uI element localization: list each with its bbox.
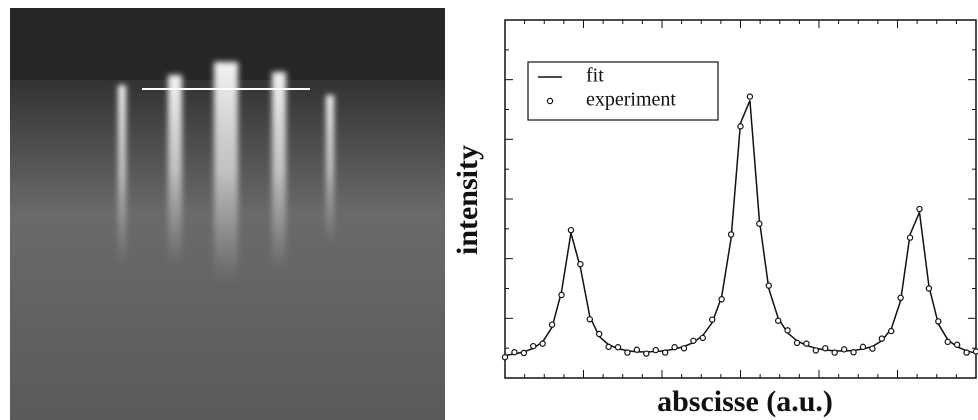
y-axis-label: intensity: [451, 145, 484, 255]
legend-label: experiment: [586, 89, 676, 111]
data-point: [709, 316, 716, 323]
data-point: [624, 349, 631, 356]
data-point: [774, 317, 782, 324]
data-point: [718, 296, 725, 303]
data-point: [501, 354, 509, 361]
data-point: [511, 349, 518, 356]
data-point: [661, 349, 669, 356]
data-point: [953, 341, 961, 348]
legend-box: [527, 61, 719, 121]
data-point: [577, 260, 584, 268]
data-point: [859, 343, 867, 351]
data-point: [869, 345, 876, 352]
data-point: [614, 344, 622, 351]
data-point: [925, 285, 933, 292]
data-point: [520, 349, 528, 357]
data-point: [690, 337, 697, 344]
data-point: [793, 339, 801, 347]
legend-label: fit: [586, 65, 604, 87]
data-point: [784, 327, 791, 334]
data-point: [812, 347, 820, 354]
data-point: [963, 349, 970, 356]
data-point: [756, 220, 763, 227]
data-point: [888, 327, 895, 335]
fit-line: [504, 100, 977, 357]
legend-symbol: [546, 97, 554, 105]
data-point: [944, 338, 951, 346]
data-point: [746, 93, 754, 100]
data-point: [803, 340, 810, 347]
data-point: [878, 335, 886, 342]
data-point: [633, 346, 641, 353]
data-point: [671, 344, 678, 351]
data-point: [972, 348, 978, 355]
data-point: [699, 334, 707, 342]
data-point: [558, 291, 565, 299]
data-point: [897, 294, 904, 302]
data-point: [605, 343, 612, 351]
data-point: [643, 350, 650, 357]
x-axis-label: abscisse (a.u.): [657, 385, 833, 418]
data-point: [935, 318, 942, 325]
data-point: [906, 234, 914, 241]
data-point: [548, 321, 556, 328]
data-point: [680, 345, 688, 352]
data-point: [737, 123, 744, 130]
data-point: [831, 349, 838, 356]
data-point: [652, 346, 659, 354]
data-point: [916, 205, 923, 213]
data-point: [822, 345, 829, 352]
data-point: [765, 282, 772, 289]
data-point: [539, 340, 546, 347]
data-point: [840, 346, 848, 353]
data-point: [567, 226, 575, 234]
data-point: [530, 342, 537, 350]
data-point: [596, 330, 603, 338]
data-point: [586, 316, 593, 323]
data-point: [850, 349, 857, 356]
data-point: [727, 231, 735, 238]
diffraction-image: [10, 8, 445, 420]
